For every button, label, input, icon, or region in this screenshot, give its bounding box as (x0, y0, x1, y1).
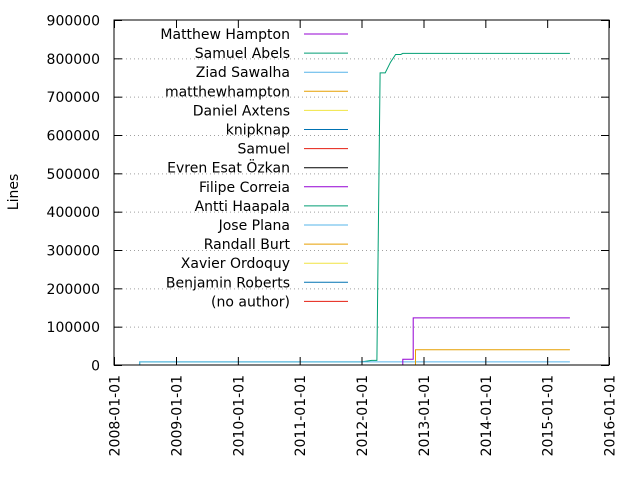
grid-lines (114, 58, 609, 328)
x-axis-ticks: 2008-01-01 2009-01-01 2010-01-01 2011-01-01… (108, 20, 619, 456)
legend-label: knipknap (226, 123, 290, 139)
x-tick-label: 2010-01-01 (231, 375, 247, 456)
legend-label: Randall Burt (204, 237, 291, 253)
legend-label: Xavier Ordoquy (181, 256, 290, 272)
legend-label: Daniel Axtens (193, 103, 290, 119)
legend-label: Filipe Correia (199, 180, 290, 196)
series-line (415, 349, 570, 365)
y-tick-label: 300000 (47, 244, 100, 260)
x-tick-label: 2009-01-01 (170, 375, 186, 456)
y-tick-label: 800000 (47, 52, 100, 68)
legend-label: Samuel Abels (195, 46, 290, 62)
y-axis-label: Lines (6, 174, 22, 210)
x-tick-label: 2013-01-01 (417, 375, 433, 456)
y-tick-label: 400000 (47, 205, 100, 221)
y-tick-label: 0 (91, 359, 100, 375)
legend-label: Benjamin Roberts (166, 275, 290, 291)
legend-label: Matthew Hampton (160, 27, 290, 43)
x-tick-label: 2011-01-01 (293, 375, 309, 456)
legend-label: Antti Haapala (195, 199, 290, 215)
legend: Matthew Hampton Samuel Abels Ziad Sawalha m… (160, 27, 348, 310)
y-axis-ticks: 0 100000 200000 300000 400000 500000 600000 700… (47, 14, 609, 375)
legend-label: matthewhampton (165, 84, 290, 100)
x-tick-label: 2016-01-01 (603, 375, 619, 456)
series-line (139, 361, 570, 365)
legend-label: Jose Plana (218, 218, 290, 234)
plot-frame (113, 19, 610, 366)
series-line (402, 317, 570, 365)
x-tick-label: 2014-01-01 (479, 375, 495, 456)
y-tick-label: 100000 (47, 320, 100, 336)
y-tick-label: 900000 (47, 14, 100, 30)
legend-label: Ziad Sawalha (196, 65, 290, 81)
x-tick-label: 2008-01-01 (108, 375, 124, 456)
legend-label: Samuel (238, 142, 290, 158)
y-tick-label: 200000 (47, 282, 100, 298)
x-tick-label: 2015-01-01 (541, 375, 557, 456)
y-tick-label: 700000 (47, 90, 100, 106)
series-lines (139, 52, 570, 365)
y-tick-label: 600000 (47, 129, 100, 145)
y-tick-label: 500000 (47, 167, 100, 183)
legend-label: (no author) (211, 294, 290, 310)
x-tick-label: 2012-01-01 (355, 375, 371, 456)
legend-label: Evren Esat Özkan (167, 159, 290, 177)
